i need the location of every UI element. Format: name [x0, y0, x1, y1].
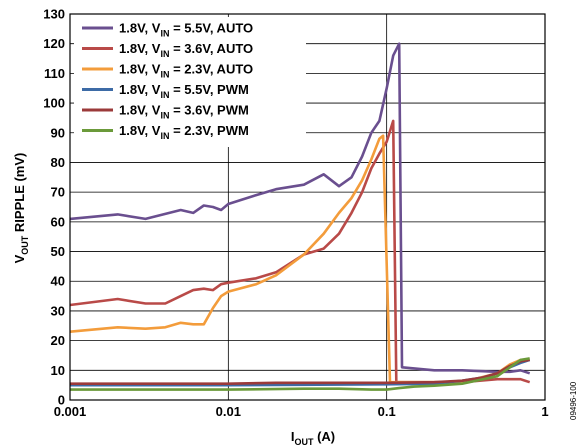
x-tick-label: 0.01: [216, 404, 241, 419]
x-axis-title: IOUT (A): [291, 429, 335, 447]
y-tick-label: 120: [43, 36, 65, 51]
y-tick-label: 10: [51, 363, 65, 378]
y-tick-labels: 0 10 20 30 40 50 60 70 80 90 100 110 120 130: [43, 7, 65, 408]
y-tick-label: 40: [51, 274, 65, 289]
legend-label-1: 1.8V, VIN = 5.5V, AUTO: [119, 21, 253, 39]
series-line-6: [70, 357, 530, 391]
x-tick-label: 1: [541, 404, 548, 419]
y-axis-title: VOUT RIPPLE (mV): [12, 153, 30, 264]
y-tick-label: 60: [51, 214, 65, 229]
y-tick-label: 30: [51, 303, 65, 318]
y-tick-label: 110: [44, 66, 65, 81]
legend-label-6: 1.8V, VIN = 2.3V, PWM: [119, 123, 249, 141]
legend-background: [74, 17, 306, 147]
y-tick-label: 20: [51, 333, 65, 348]
y-tick-label: 0: [58, 393, 65, 408]
x-tick-labels: 0.001 0.01 0.1 1: [54, 404, 549, 419]
series-line-1: [69, 42, 531, 375]
y-tick-label: 80: [51, 155, 65, 170]
x-tick-label: 0.1: [378, 404, 396, 419]
legend-label-5: 1.8V, VIN = 3.6V, PWM: [119, 103, 249, 121]
legend-label-4: 1.8V, VIN = 5.5V, PWM: [119, 82, 249, 100]
y-tick-label: 130: [43, 7, 65, 22]
y-tick-label: 70: [51, 185, 65, 200]
legend-label-2: 1.8V, VIN = 3.6V, AUTO: [119, 41, 253, 59]
series-line-3: [69, 134, 530, 384]
plot-frame: [69, 13, 546, 401]
y-tick-label: 100: [43, 96, 65, 111]
series-line-5: [70, 358, 530, 386]
x-tick-label: 0.001: [54, 404, 87, 419]
figure-id-note: 09496-100: [569, 381, 578, 420]
legend: 1.8V, VIN = 5.5V, AUTO 1.8V, VIN = 3.6V, …: [74, 17, 306, 147]
series-layer: [69, 42, 531, 391]
y-tick-label: 90: [51, 125, 65, 140]
y-tick-label: 50: [51, 244, 65, 259]
legend-label-3: 1.8V, VIN = 2.3V, AUTO: [119, 62, 253, 80]
